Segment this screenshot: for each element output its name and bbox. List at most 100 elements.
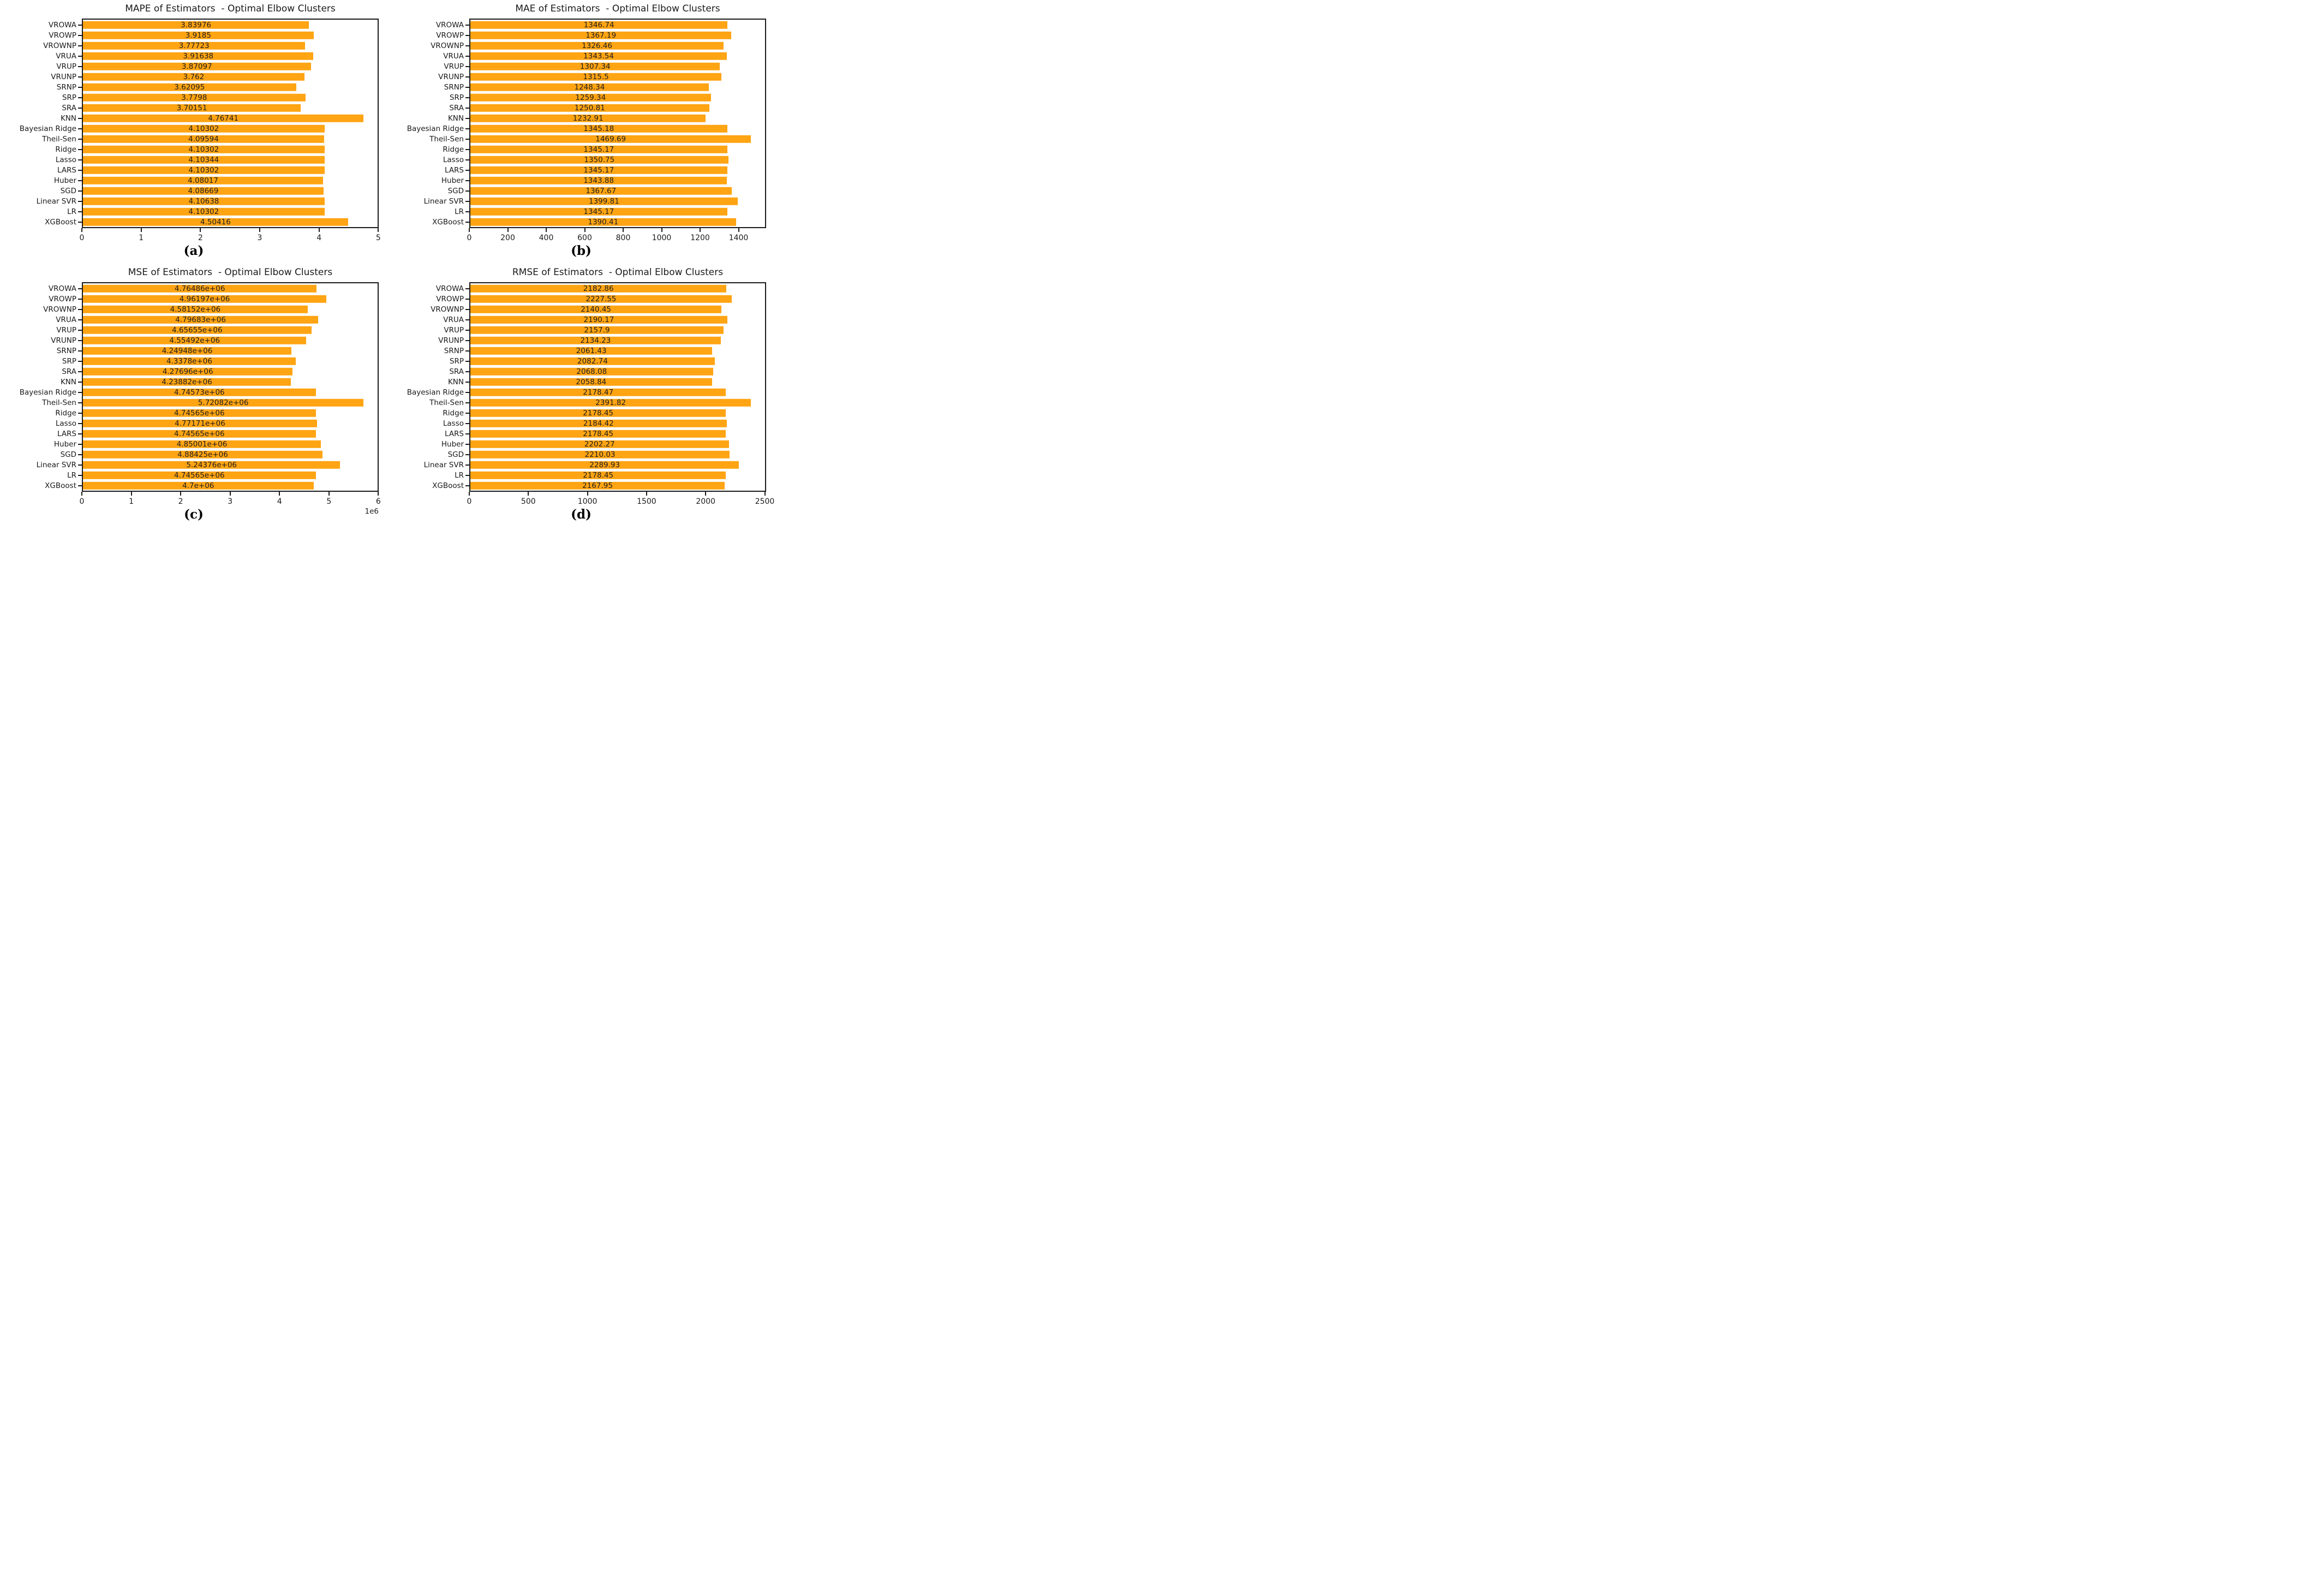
category-label: VRUA	[443, 51, 464, 61]
category-label: KNN	[60, 377, 76, 386]
x-axis-tick	[328, 492, 330, 496]
category-label: Ridge	[55, 145, 76, 154]
y-axis-tick	[78, 190, 82, 192]
category-label: Linear SVR	[36, 196, 76, 206]
bar-row: Lasso 4.10344	[56, 154, 378, 165]
y-axis-tick	[465, 148, 469, 150]
category-label: SRNP	[56, 82, 76, 92]
bar	[83, 367, 293, 376]
bar	[470, 114, 706, 122]
bar	[470, 145, 727, 153]
bar	[470, 52, 727, 60]
y-axis-tick	[465, 180, 469, 181]
bar	[83, 347, 292, 355]
bar-row: LARS 4.74565e+06	[57, 428, 378, 439]
bar-row: VRUA 3.91638	[56, 51, 378, 61]
x-axis-tick-label: 1400	[728, 234, 749, 242]
bar	[83, 83, 296, 91]
x-axis-tick	[700, 228, 701, 232]
category-label: Lasso	[55, 419, 76, 428]
bar-row: KNN 2058.84	[448, 377, 765, 387]
x-axis-tick	[738, 228, 739, 232]
bar-row: KNN 1232.91	[448, 113, 765, 123]
bar-row: LR 4.10302	[67, 206, 378, 217]
x-axis-tick	[259, 228, 261, 232]
category-label: LR	[67, 471, 76, 480]
bar	[83, 305, 308, 313]
y-axis-tick	[78, 454, 82, 455]
bar	[470, 419, 727, 427]
bar	[83, 207, 325, 216]
bar-row: KNN 4.76741	[61, 113, 378, 123]
bar	[83, 31, 314, 39]
bar-value-label: 1390.41	[588, 217, 619, 227]
chart-panel-mse: MSE of Estimators - Optimal Elbow Cluste…	[0, 264, 387, 528]
bar	[470, 166, 727, 174]
bar-value-label: 2184.42	[583, 419, 614, 428]
bar	[83, 104, 301, 112]
bar-value-label: 4.76741	[208, 114, 239, 123]
bar-value-label: 1346.74	[583, 20, 614, 29]
bar-value-label: 4.50416	[200, 217, 231, 227]
bar-value-label: 4.79683e+06	[175, 315, 226, 324]
bar-row: VRUA 4.79683e+06	[56, 314, 378, 325]
y-axis-tick	[465, 76, 469, 78]
y-axis-tick	[465, 340, 469, 341]
bar-value-label: 4.10302	[188, 165, 219, 175]
x-axis-tick	[764, 492, 766, 496]
category-label: VRUP	[444, 325, 464, 335]
bar-value-label: 3.762	[183, 72, 205, 81]
x-axis-tick-label: 400	[539, 234, 554, 242]
category-label: SRA	[449, 367, 464, 376]
y-axis-tick	[465, 402, 469, 403]
category-label: VROWNP	[431, 41, 464, 50]
y-axis-tick	[465, 464, 469, 466]
plot-area: VROWA 1346.74 VROWP 1367.19 VROWNP 1326.46 VRU…	[407, 19, 766, 228]
axis-scale-offset-label: 1e6	[365, 507, 379, 516]
bar	[470, 461, 739, 469]
bar	[470, 357, 715, 365]
chart-title: MAPE of Estimators - Optimal Elbow Clust…	[125, 3, 336, 14]
y-axis-tick	[465, 371, 469, 372]
bar-value-label: 3.91638	[183, 51, 214, 61]
bar	[83, 315, 319, 324]
bar-row: Ridge 2178.45	[443, 408, 765, 418]
bar-row: SGD 4.88425e+06	[61, 449, 378, 460]
x-axis-tick	[378, 228, 379, 232]
bar	[83, 471, 316, 479]
bar-value-label: 4.7e+06	[182, 481, 214, 490]
category-label: VRUNP	[438, 72, 464, 81]
y-axis-tick	[78, 45, 82, 46]
bar	[470, 336, 721, 344]
bar-row: XGBoost 1390.41	[432, 217, 765, 227]
category-label: VROWP	[49, 31, 76, 40]
bar	[470, 378, 712, 386]
y-axis-tick	[78, 128, 82, 129]
category-label: LARS	[444, 165, 464, 175]
bar-value-label: 3.77723	[178, 41, 210, 50]
bar-row: Huber 1343.88	[441, 175, 765, 186]
bar-value-label: 2178.47	[583, 388, 614, 397]
bar	[470, 207, 727, 216]
category-label: VROWP	[49, 294, 76, 303]
bar	[470, 398, 751, 407]
bar	[470, 62, 720, 70]
y-axis-tick	[78, 221, 82, 223]
y-axis-tick	[465, 34, 469, 36]
y-axis-tick	[78, 412, 82, 414]
x-axis-tick-label: 2	[178, 497, 183, 506]
y-axis-tick	[465, 97, 469, 98]
category-label: VROWA	[435, 284, 464, 293]
x-axis-tick	[318, 228, 320, 232]
y-axis-tick	[465, 391, 469, 393]
bar	[470, 409, 726, 417]
category-label: SRA	[62, 103, 76, 112]
y-axis-tick	[465, 381, 469, 383]
category-label: XGBoost	[45, 481, 76, 490]
bar-value-label: 4.10302	[188, 145, 219, 154]
x-axis-tick-label: 4	[277, 497, 282, 506]
category-label: Theil-Sen	[42, 134, 76, 144]
x-axis-tick	[140, 228, 142, 232]
bar-value-label: 1345.17	[583, 207, 614, 216]
bar	[83, 93, 306, 102]
